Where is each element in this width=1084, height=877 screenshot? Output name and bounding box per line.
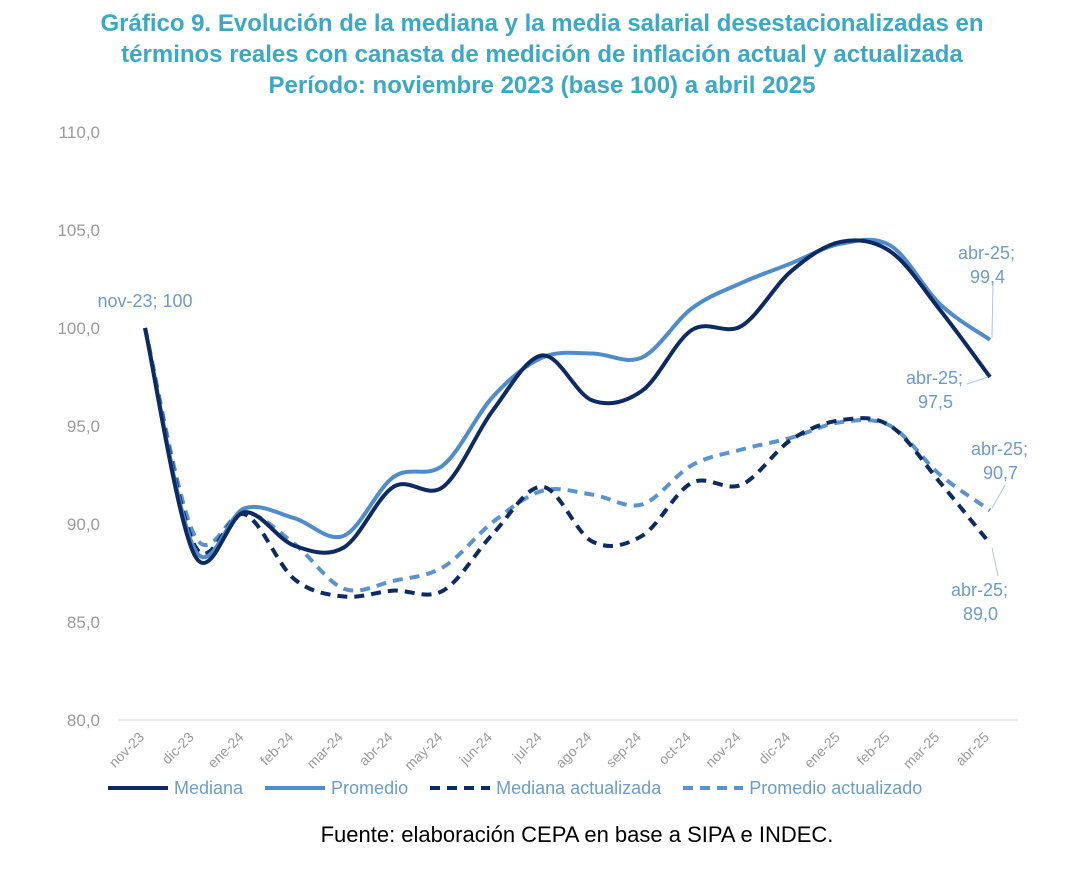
data-label-promedio-end-value: 99,4: [970, 267, 1005, 287]
y-tick-label: 110,0: [59, 123, 100, 142]
legend-label-promedio-actualizado: Promedio actualizado: [749, 777, 923, 798]
legend-label-mediana-actualizada: Mediana actualizada: [496, 777, 662, 798]
y-tick-label: 80,0: [67, 711, 100, 730]
legend-swatch-mediana-actualizada: [430, 786, 491, 790]
x-tick-label: feb-25: [853, 729, 893, 769]
legend-swatch-promedio: [265, 786, 326, 790]
data-label-leader: [991, 484, 1006, 509]
data-label-mediana-actualizada-end-value: 89,0: [963, 604, 998, 624]
series-line-mediana: [143, 238, 992, 565]
y-tick-label: 90,0: [67, 515, 100, 534]
x-tick-label: nov-23: [106, 729, 148, 771]
legend-label-mediana: Mediana: [174, 777, 244, 798]
data-label-mediana-end: abr-25;: [906, 368, 963, 388]
chart-source-note: Fuente: elaboración CEPA en base a SIPA …: [320, 822, 834, 847]
chart-title-line-2: términos reales con canasta de medición …: [121, 41, 963, 68]
legend-item-promedio-actualizado: Promedio actualizado: [683, 778, 922, 799]
y-tick-label: 100,0: [57, 319, 100, 338]
chart-legend: Mediana Promedio Mediana actualizada Pro…: [108, 776, 1008, 800]
x-tick-label: ene-25: [801, 729, 843, 771]
y-tick-label: 95,0: [67, 417, 100, 436]
x-tick-label: abr-25: [952, 729, 992, 769]
x-tick-label: dic-23: [159, 729, 197, 767]
x-tick-label: sep-24: [603, 729, 645, 771]
x-tick-label: abr-24: [356, 729, 396, 769]
data-label-leader: [966, 376, 989, 385]
x-tick-label: mar-25: [900, 729, 943, 772]
series-line-mediana-actualizada: [143, 327, 992, 599]
x-tick-label: jul-24: [509, 729, 545, 765]
data-label-mediana-end-value: 97,5: [918, 392, 953, 412]
x-tick-label: ene-24: [204, 729, 246, 771]
data-label-mediana-actualizada-end: abr-25;: [951, 580, 1008, 600]
series-line-promedio: [143, 237, 992, 560]
data-label-leader: [991, 547, 999, 577]
legend-swatch-mediana: [108, 786, 168, 790]
legend-item-promedio: Promedio: [265, 778, 408, 799]
legend-label-promedio: Promedio: [331, 777, 409, 798]
x-tick-label: oct-24: [655, 729, 694, 768]
legend-item-mediana-actualizada: Mediana actualizada: [430, 778, 661, 799]
legend-swatch-promedio-actualizado: [683, 786, 744, 790]
x-tick-label: dic-24: [755, 729, 793, 767]
chart-title-line-3: Período: noviembre 2023 (base 100) a abr…: [268, 72, 816, 99]
x-tick-label: feb-24: [257, 729, 297, 769]
data-label-start: nov-23; 100: [97, 291, 192, 311]
chart-title: Gráfico 9. Evolución de la mediana y la …: [40, 8, 1044, 101]
x-tick-label: jun-24: [456, 729, 496, 769]
y-tick-label: 85,0: [67, 613, 100, 632]
legend-item-mediana: Mediana: [108, 778, 243, 799]
x-tick-label: ago-24: [552, 729, 594, 771]
x-tick-label: nov-24: [702, 729, 744, 771]
data-label-leader: [991, 282, 994, 338]
x-tick-label: mar-24: [303, 729, 346, 772]
data-label-promedio-actualizado-end-value: 90,7: [983, 463, 1018, 483]
data-label-promedio-actualizado-end: abr-25;: [971, 439, 1028, 459]
y-tick-label: 105,0: [57, 221, 100, 240]
chart-title-line-1: Gráfico 9. Evolución de la mediana y la …: [100, 10, 984, 37]
data-label-promedio-end: abr-25;: [958, 243, 1015, 263]
x-tick-label: may-24: [401, 729, 445, 773]
